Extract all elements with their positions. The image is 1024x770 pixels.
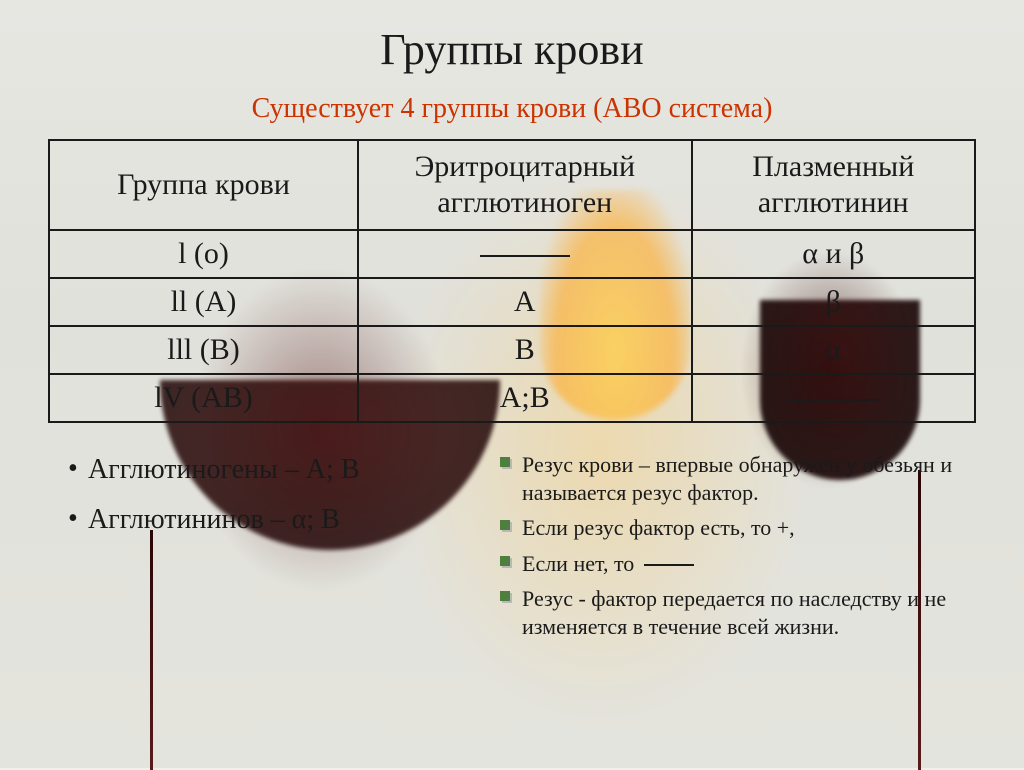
list-item: Если резус фактор есть, то +, [500,514,974,542]
table-row: l (о) α и β [49,230,975,278]
cell-agl [692,374,975,422]
list-item-text: Резус - фактор передается по наследству … [522,585,974,640]
list-item: Резус - фактор передается по наследству … [500,585,974,640]
list-item-text: Резус крови – впервые обнаружен у обезья… [522,451,974,506]
table-row: lll (В) В α [49,326,975,374]
table-row: lV (АВ) А;В [49,374,975,422]
dash-icon [788,399,878,401]
list-item-text: Если нет, то [522,550,694,578]
left-bullet-list: • Агглютиногены – А; В • Агглютининов – … [40,451,480,648]
cell-ag: А;В [358,374,692,422]
list-item: • Агглютининов – α; В [68,501,480,539]
right-bullet-list: Резус крови – впервые обнаружен у обезья… [500,451,984,648]
list-item: Если нет, то [500,550,974,578]
cell-group: l (о) [49,230,358,278]
bullet-square-icon [500,550,522,570]
cell-agl: α и β [692,230,975,278]
cell-ag [358,230,692,278]
cell-ag: В [358,326,692,374]
col-header-group: Группа крови [49,140,358,230]
bullet-square-icon [500,514,522,534]
list-item-text: Агглютининов – α; В [88,501,340,539]
bullet-dot-icon: • [68,501,88,533]
dash-icon [480,255,570,257]
cell-ag: А [358,278,692,326]
slide-content: Группы крови Существует 4 группы крови (… [0,0,1024,768]
col-header-agglutinin: Плазменный агглютинин [692,140,975,230]
list-item-text: Если резус фактор есть, то +, [522,514,795,542]
bullet-square-icon [500,585,522,605]
cell-group: ll (А) [49,278,358,326]
cell-agl: β [692,278,975,326]
bullet-square-icon [500,451,522,471]
cell-group: lll (В) [49,326,358,374]
col-header-agglutinogen: Эритроцитарный агглютиноген [358,140,692,230]
slide-title: Группы крови [40,24,984,75]
table-header-row: Группа крови Эритроцитарный агглютиноген… [49,140,975,230]
cell-group: lV (АВ) [49,374,358,422]
list-item-text-inner: Если нет, то [522,551,634,576]
bullet-dot-icon: • [68,451,88,483]
slide-subtitle: Существует 4 группы крови (АВО система) [40,93,984,125]
table-row: ll (А) А β [49,278,975,326]
cell-agl: α [692,326,975,374]
lower-columns: • Агглютиногены – А; В • Агглютининов – … [40,451,984,648]
blood-groups-table: Группа крови Эритроцитарный агглютиноген… [48,139,976,423]
list-item: Резус крови – впервые обнаружен у обезья… [500,451,974,506]
list-item-text: Агглютиногены – А; В [88,451,360,489]
list-item: • Агглютиногены – А; В [68,451,480,489]
dash-icon [644,564,694,566]
